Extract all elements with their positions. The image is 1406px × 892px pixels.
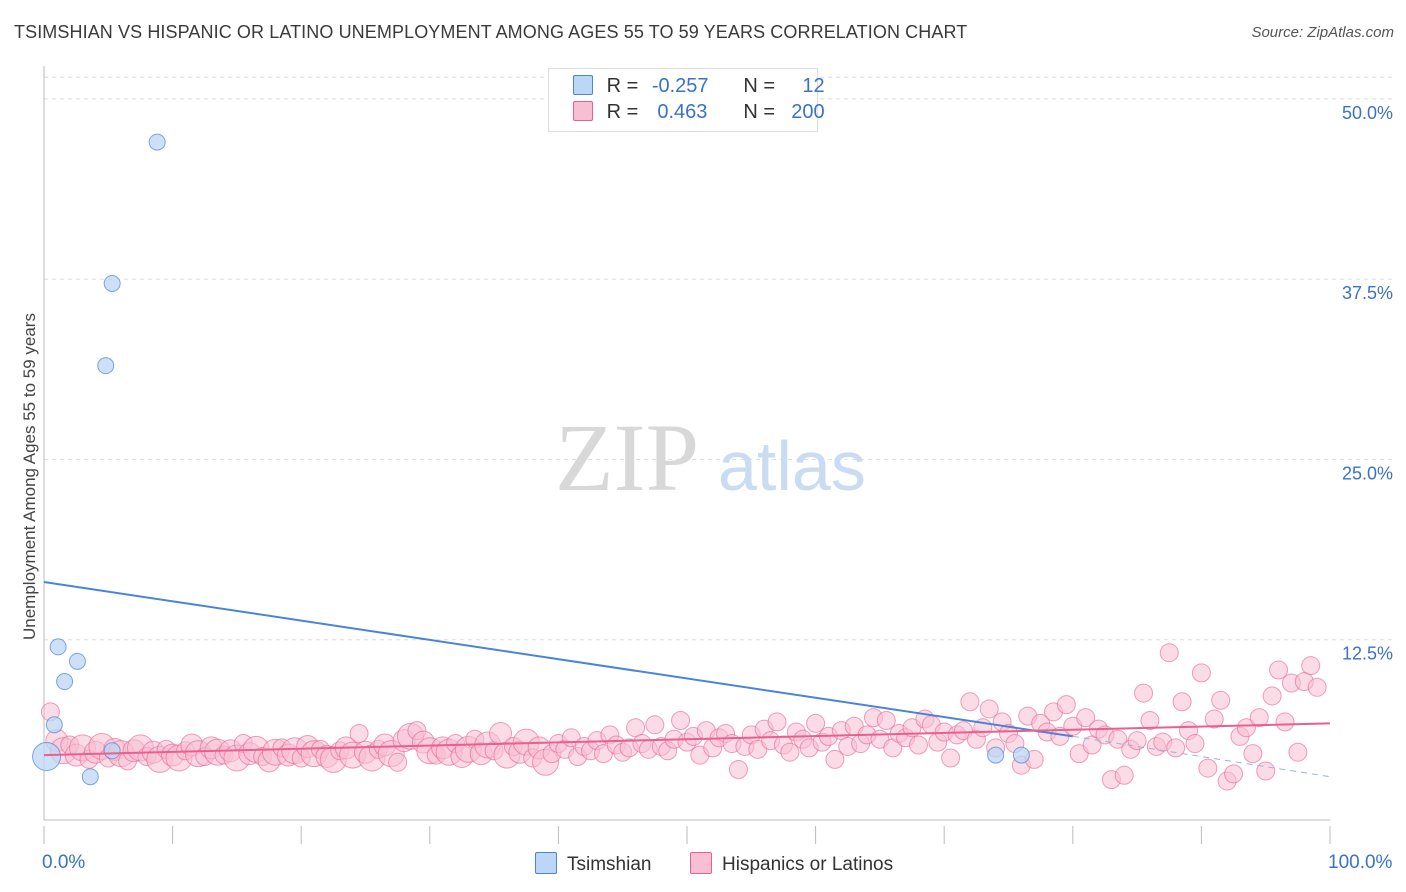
y-tick-label: 37.5%: [1342, 283, 1393, 303]
series-hispanics-or-latinos: [40, 643, 1327, 791]
data-point-tsimshian: [103, 742, 121, 760]
data-point-hispanic: [1211, 690, 1231, 710]
legend-n-value: 12: [802, 75, 825, 97]
data-point-hispanic: [1275, 712, 1295, 732]
data-point-hispanic: [1185, 734, 1205, 754]
data-point-hispanic: [908, 735, 928, 755]
data-point-hispanic: [1204, 709, 1224, 729]
data-point-tsimshian: [1012, 746, 1030, 764]
y-tick-label: 50.0%: [1342, 103, 1393, 123]
bottom-legend-swatch-tsimshian: [535, 852, 557, 874]
data-point-hispanic: [1243, 744, 1263, 764]
stats-legend: R = -0.257 N = 12 R = 0.463 N = 200: [548, 68, 825, 132]
data-point-hispanic: [1301, 656, 1321, 676]
trend-line-tsimshian: [43, 581, 1073, 738]
legend-swatch-hispanic: [573, 101, 593, 121]
data-point-hispanic: [806, 713, 826, 733]
bottom-legend-hispanic: Hispanics or Latinos: [690, 852, 893, 876]
data-point-hispanic: [941, 748, 961, 768]
data-point-hispanic: [1172, 692, 1192, 712]
data-point-tsimshian: [97, 357, 115, 375]
data-point-hispanic: [349, 723, 369, 743]
y-tick-label: 12.5%: [1342, 644, 1393, 664]
gridlines: [44, 76, 1392, 641]
data-point-hispanic: [1127, 731, 1147, 751]
data-point-tsimshian: [148, 133, 166, 151]
data-point-hispanic: [1249, 708, 1269, 728]
data-point-hispanic: [1108, 729, 1128, 749]
data-point-hispanic: [780, 742, 800, 762]
data-point-tsimshian: [56, 673, 74, 691]
data-point-hispanic: [388, 752, 408, 772]
watermark: ZIP atlas: [555, 404, 866, 511]
x-tick-max: 100.0%: [1328, 852, 1393, 873]
data-point-hispanic: [1159, 643, 1179, 663]
data-point-hispanic: [1134, 683, 1154, 703]
data-point-hispanic: [1166, 738, 1186, 758]
data-point-tsimshian: [68, 652, 86, 670]
data-point-hispanic: [1224, 764, 1244, 784]
bottom-legend-swatch-hispanic: [690, 852, 712, 874]
trend-lines: [43, 581, 1331, 778]
chart-source: Source: ZipAtlas.com: [1251, 24, 1394, 41]
data-point-hispanic: [671, 710, 691, 730]
data-point-hispanic: [1288, 742, 1308, 762]
legend-row-hispanic: R = 0.463 N = 200: [573, 101, 825, 125]
x-tick-min: 0.0%: [42, 852, 86, 873]
data-point-tsimshian: [45, 716, 63, 734]
watermark-zip: ZIP: [555, 404, 699, 511]
data-point-hispanic: [1056, 695, 1076, 715]
bottom-legend-tsimshian: Tsimshian: [535, 852, 651, 876]
data-point-hispanic: [645, 715, 665, 735]
legend-r-value: -0.257: [651, 75, 709, 97]
legend-r-value: 0.463: [651, 101, 708, 123]
trend-line-hispanic: [43, 722, 1331, 757]
data-point-hispanic: [1191, 663, 1211, 683]
axes: [43, 66, 1331, 844]
series-tsimshian: [32, 133, 1030, 786]
legend-swatch-tsimshian: [573, 75, 593, 95]
data-point-hispanic: [1269, 660, 1289, 680]
data-point-hispanic: [728, 760, 748, 780]
bottom-legend-label-hispanic: Hispanics or Latinos: [722, 854, 894, 875]
y-tick-label: 25.0%: [1342, 463, 1393, 483]
data-point-hispanic: [1140, 710, 1160, 730]
y-tick-labels: 12.5% 25.0% 37.5% 50.0%: [1342, 103, 1393, 664]
data-point-hispanic: [876, 710, 896, 730]
data-point-hispanic: [960, 692, 980, 712]
data-point-tsimshian: [81, 768, 99, 786]
legend-n-label: N =: [743, 75, 776, 97]
data-point-hispanic: [825, 749, 845, 769]
legend-n-label: N =: [743, 101, 776, 123]
data-point-tsimshian: [32, 742, 62, 772]
bottom-legend-label-tsimshian: Tsimshian: [567, 854, 652, 875]
y-axis-label: Unemployment Among Ages 55 to 59 years: [20, 313, 39, 640]
data-point-tsimshian: [987, 746, 1005, 764]
data-point-hispanic: [1076, 708, 1096, 728]
data-point-hispanic: [1256, 761, 1276, 781]
data-point-hispanic: [979, 699, 999, 719]
data-point-hispanic: [626, 718, 646, 738]
data-point-hispanic: [1262, 686, 1282, 706]
data-point-hispanic: [1114, 765, 1134, 785]
legend-r-label: R =: [606, 75, 639, 97]
legend-r-label: R =: [606, 101, 639, 123]
legend-row-tsimshian: R = -0.257 N = 12: [573, 75, 825, 99]
watermark-atlas: atlas: [718, 427, 866, 505]
chart-title: TSIMSHIAN VS HISPANIC OR LATINO UNEMPLOY…: [14, 22, 968, 42]
data-point-hispanic: [767, 712, 787, 732]
data-point-tsimshian: [49, 638, 67, 656]
data-point-tsimshian: [103, 274, 121, 292]
data-point-hispanic: [1236, 718, 1256, 738]
data-point-hispanic: [1307, 677, 1327, 697]
data-point-hispanic: [1198, 758, 1218, 778]
legend-n-value: 200: [791, 101, 825, 123]
